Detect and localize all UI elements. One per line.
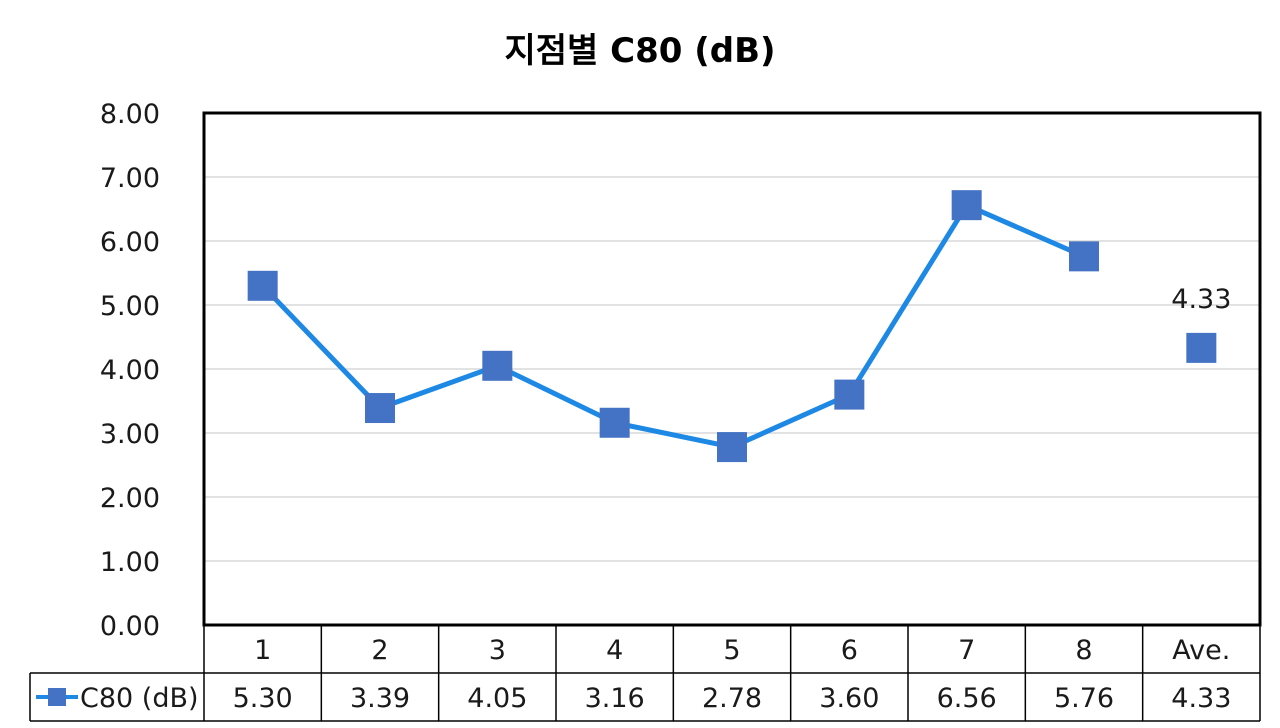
legend-marker-key — [48, 688, 66, 706]
x-category-label: 7 — [958, 635, 975, 666]
series-markers — [247, 190, 1217, 463]
data-point-marker — [834, 379, 865, 410]
chart-title: 지점별 C80 (dB) — [504, 31, 775, 71]
data-labels: 4.33 — [1171, 284, 1231, 315]
data-point-marker — [1069, 241, 1099, 272]
table-value-cell: 2.78 — [702, 683, 762, 714]
data-point-marker — [717, 432, 747, 463]
x-category-label: 3 — [489, 635, 506, 666]
y-axis-tick-labels: 0.00 1.00 2.00 3.00 4.00 5.00 6.00 7.00 8.00 — [100, 99, 160, 642]
series-line — [260, 202, 1087, 450]
table-value-cell: 6.56 — [937, 683, 997, 714]
y-tick-label: 5.00 — [100, 291, 160, 322]
table-value-cell: 5.76 — [1054, 683, 1114, 714]
y-tick-label: 1.00 — [100, 547, 160, 578]
data-table: 1 5.30 2 3.39 3 4.05 4 3.16 5 2.78 6 3.60 7 6.56 8 5.76… — [29, 625, 1261, 722]
x-category-label: 4 — [606, 635, 623, 666]
table-value-cell: 4.33 — [1171, 683, 1231, 714]
data-point-marker — [1186, 332, 1217, 363]
data-label-average: 4.33 — [1171, 284, 1231, 315]
table-value-cell: 3.16 — [585, 683, 645, 714]
x-category-label: 2 — [371, 635, 388, 666]
table-value-cell: 4.05 — [467, 683, 527, 714]
legend-series-name: C80 (dB) — [80, 683, 199, 714]
x-category-label: 1 — [254, 635, 271, 666]
y-tick-label: 6.00 — [100, 227, 160, 258]
table-value-cell: 3.60 — [819, 683, 879, 714]
y-tick-label: 4.00 — [100, 355, 160, 386]
y-tick-label: 0.00 — [100, 611, 160, 642]
x-category-label: 5 — [723, 635, 740, 666]
table-value-cell: 5.30 — [233, 683, 293, 714]
x-category-label: 6 — [841, 635, 858, 666]
data-point-marker — [482, 350, 513, 381]
x-category-label: Ave. — [1172, 635, 1230, 666]
series-polyline — [260, 202, 1087, 450]
y-tick-label: 8.00 — [100, 99, 160, 130]
gridlines — [204, 176, 1260, 562]
y-tick-label: 2.00 — [100, 483, 160, 514]
data-point-marker — [951, 190, 982, 221]
y-tick-label: 3.00 — [100, 419, 160, 450]
plot-area-frame — [202, 111, 1262, 627]
data-point-marker — [365, 393, 395, 424]
table-value-cell: 3.39 — [350, 683, 410, 714]
x-category-label: 8 — [1075, 635, 1092, 666]
data-point-marker — [599, 407, 630, 438]
y-tick-label: 7.00 — [100, 163, 160, 194]
data-point-marker — [247, 270, 278, 301]
